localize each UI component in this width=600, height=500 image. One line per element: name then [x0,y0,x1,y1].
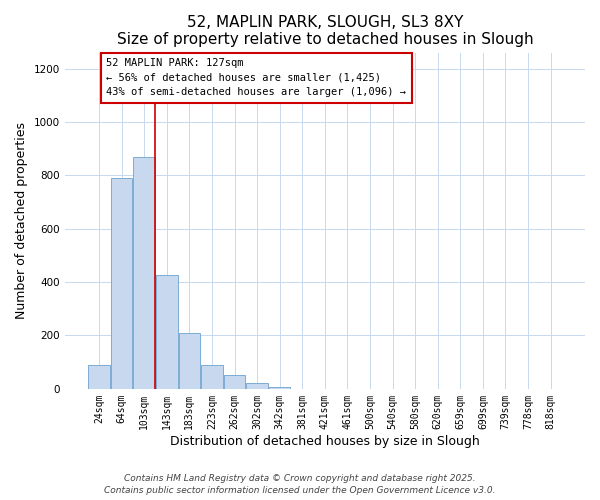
Bar [133,157,155,389]
Bar [247,383,268,389]
Bar [179,333,200,389]
Bar [156,276,178,389]
Bar [88,365,110,389]
Text: 52 MAPLIN PARK: 127sqm
← 56% of detached houses are smaller (1,425)
43% of semi-: 52 MAPLIN PARK: 127sqm ← 56% of detached… [106,58,406,98]
X-axis label: Distribution of detached houses by size in Slough: Distribution of detached houses by size … [170,434,480,448]
Bar [224,375,245,389]
Title: 52, MAPLIN PARK, SLOUGH, SL3 8XY
Size of property relative to detached houses in: 52, MAPLIN PARK, SLOUGH, SL3 8XY Size of… [116,15,533,48]
Text: Contains HM Land Registry data © Crown copyright and database right 2025.
Contai: Contains HM Land Registry data © Crown c… [104,474,496,495]
Bar [269,386,290,389]
Bar [201,365,223,389]
Bar [111,178,133,389]
Y-axis label: Number of detached properties: Number of detached properties [15,122,28,320]
